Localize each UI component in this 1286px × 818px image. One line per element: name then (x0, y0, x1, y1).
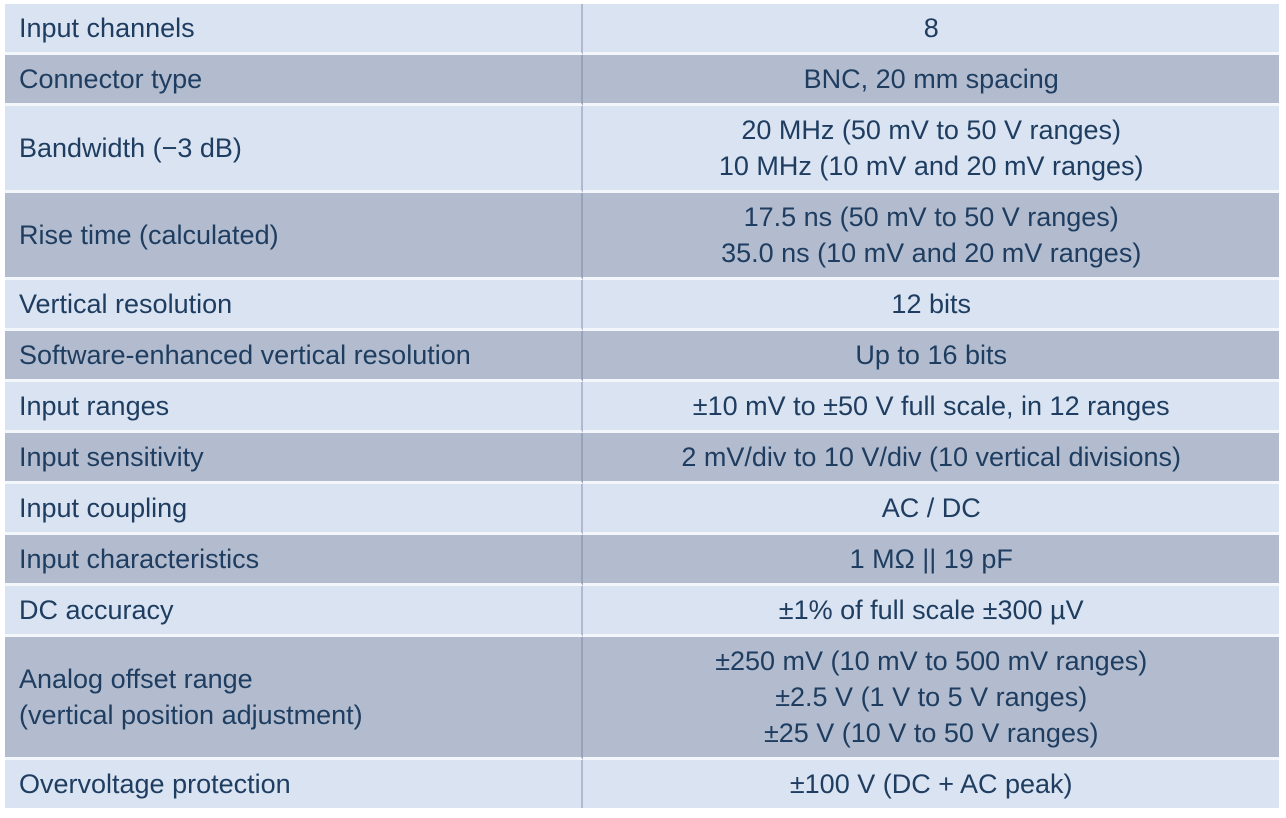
table-row: Vertical resolution 12 bits (5, 280, 1279, 331)
spec-value-line: 2 mV/div to 10 V/div (10 vertical divisi… (681, 442, 1182, 472)
spec-label-line: Input sensitivity (19, 442, 204, 472)
table-row: Input ranges ±10 mV to ±50 V full scale,… (5, 382, 1279, 433)
table-row: Input sensitivity 2 mV/div to 10 V/div (… (5, 433, 1279, 484)
spec-value-line: 17.5 ns (50 mV to 50 V ranges) (743, 202, 1119, 232)
spec-label-line: Input ranges (19, 391, 170, 421)
spec-value-cell: ±1% of full scale ±300 µV (583, 586, 1279, 637)
spec-label-cell: Bandwidth (−3 dB) (5, 106, 584, 193)
spec-value-line: ±25 V (10 V to 50 V ranges) (763, 718, 1099, 748)
spec-label-cell: Connector type (5, 55, 584, 106)
spec-table: Input channels 8 Connector type BNC, 20 … (5, 4, 1279, 808)
spec-label-line: Bandwidth (−3 dB) (19, 133, 242, 163)
spec-label-cell: Input channels (5, 4, 584, 55)
spec-label-cell: DC accuracy (5, 586, 584, 637)
spec-value-cell: Up to 16 bits (583, 331, 1279, 382)
spec-value-line: AC / DC (881, 493, 981, 523)
spec-value-cell: 1 MΩ || 19 pF (583, 535, 1279, 586)
table-row: Analog offset range (vertical position ad… (5, 637, 1279, 760)
spec-table-grid: Input channels 8 Connector type BNC, 20 … (5, 4, 1279, 808)
spec-label-cell: Rise time (calculated) (5, 193, 584, 280)
spec-label-line: Input characteristics (19, 544, 260, 574)
spec-value-line: ±250 mV (10 mV to 500 mV ranges) (715, 646, 1148, 676)
spec-label-line: Input coupling (19, 493, 188, 523)
spec-label-line: Analog offset range (19, 664, 253, 694)
spec-label-cell: Analog offset range (vertical position ad… (5, 637, 584, 760)
spec-table-body: Input channels 8 Connector type BNC, 20 … (5, 4, 1279, 808)
spec-label-line: Vertical resolution (19, 289, 233, 319)
spec-value-line: 12 bits (891, 289, 971, 319)
spec-value-cell: 12 bits (583, 280, 1279, 331)
spec-label-cell: Vertical resolution (5, 280, 584, 331)
spec-value-cell: 8 (583, 4, 1279, 55)
spec-value-cell: ±10 mV to ±50 V full scale, in 12 ranges (583, 382, 1279, 433)
spec-label-line: Connector type (19, 64, 203, 94)
spec-label-line: DC accuracy (19, 595, 174, 625)
spec-value-cell: BNC, 20 mm spacing (583, 55, 1279, 106)
spec-value-line: 35.0 ns (10 mV and 20 mV ranges) (721, 238, 1142, 268)
spec-label-cell: Input coupling (5, 484, 584, 535)
spec-label-line: Rise time (calculated) (19, 220, 279, 250)
spec-label-line: Input channels (19, 13, 195, 43)
spec-label-cell: Input sensitivity (5, 433, 584, 484)
table-row: Input coupling AC / DC (5, 484, 1279, 535)
table-row: Input characteristics 1 MΩ || 19 pF (5, 535, 1279, 586)
spec-value-cell: 20 MHz (50 mV to 50 V ranges) 10 MHz (10 … (583, 106, 1279, 193)
table-row: Overvoltage protection ±100 V (DC + AC p… (5, 760, 1279, 808)
spec-value-line: 8 (923, 13, 939, 43)
spec-label-line: Software-enhanced vertical resolution (19, 340, 471, 370)
table-row: Rise time (calculated) 17.5 ns (50 mV to… (5, 193, 1279, 280)
spec-value-line: Up to 16 bits (855, 340, 1007, 370)
spec-value-line: ±1% of full scale ±300 µV (778, 595, 1084, 625)
spec-value-cell: 17.5 ns (50 mV to 50 V ranges) 35.0 ns (1… (583, 193, 1279, 280)
spec-value-line: ±100 V (DC + AC peak) (789, 769, 1073, 799)
spec-value-cell: AC / DC (583, 484, 1279, 535)
spec-value-line: ±10 mV to ±50 V full scale, in 12 ranges (692, 391, 1170, 421)
spec-value-cell: ±250 mV (10 mV to 500 mV ranges) ±2.5 V (… (583, 637, 1279, 760)
spec-label-line: Overvoltage protection (19, 769, 291, 799)
spec-value-line: 10 MHz (10 mV and 20 mV ranges) (718, 151, 1144, 181)
table-row: DC accuracy ±1% of full scale ±300 µV (5, 586, 1279, 637)
spec-value-line: ±2.5 V (1 V to 5 V ranges) (775, 682, 1088, 712)
table-row: Input channels 8 (5, 4, 1279, 55)
spec-label-cell: Input characteristics (5, 535, 584, 586)
spec-value-cell: ±100 V (DC + AC peak) (583, 760, 1279, 808)
spec-value-line: 1 MΩ || 19 pF (849, 544, 1013, 574)
spec-value-line: 20 MHz (50 mV to 50 V ranges) (741, 115, 1122, 145)
spec-label-cell: Overvoltage protection (5, 760, 584, 808)
spec-label-line: (vertical position adjustment) (19, 700, 363, 730)
spec-label-cell: Software-enhanced vertical resolution (5, 331, 584, 382)
spec-value-cell: 2 mV/div to 10 V/div (10 vertical divisi… (583, 433, 1279, 484)
spec-value-line: BNC, 20 mm spacing (803, 64, 1059, 94)
table-row: Software-enhanced vertical resolution Up… (5, 331, 1279, 382)
spec-label-cell: Input ranges (5, 382, 584, 433)
table-row: Connector type BNC, 20 mm spacing (5, 55, 1279, 106)
table-row: Bandwidth (−3 dB) 20 MHz (50 mV to 50 V … (5, 106, 1279, 193)
